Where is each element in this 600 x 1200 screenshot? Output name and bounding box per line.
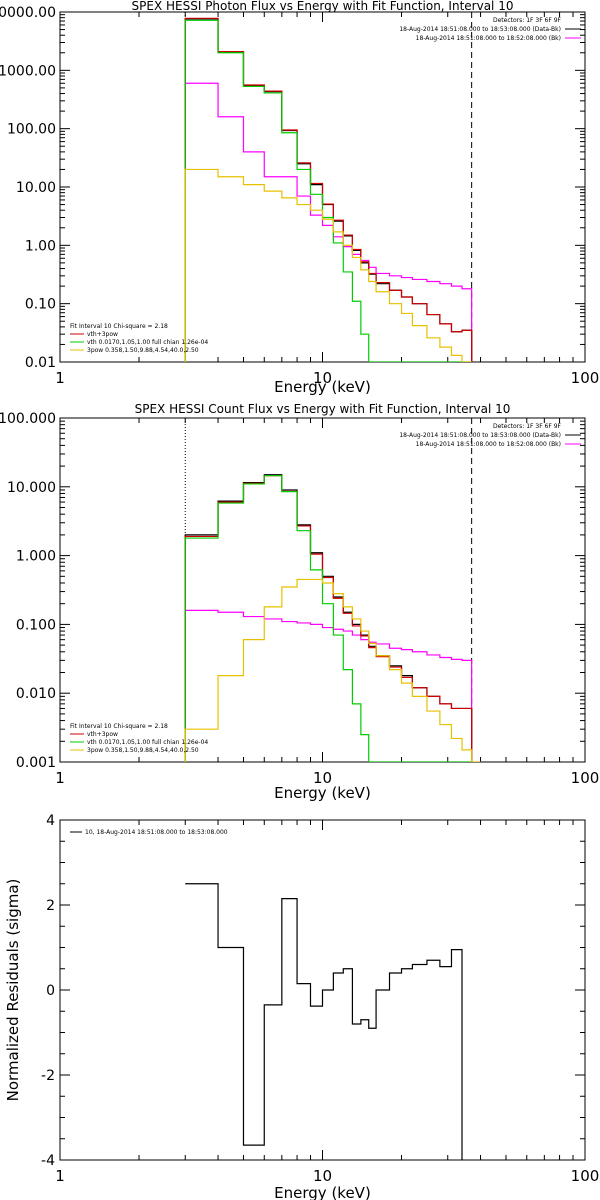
x-tick-label: 1 — [55, 769, 65, 787]
series-line-0 — [184, 609, 473, 762]
series-line-4 — [184, 168, 472, 362]
detectors-label: Detectors: 1F 3F 6F 9F — [493, 423, 562, 430]
series-line-1 — [184, 18, 473, 362]
x-tick-label: 10 — [313, 1167, 332, 1185]
series-line-4 — [184, 578, 481, 762]
y-tick-label: 100.00 — [7, 122, 56, 138]
chart-title: SPEX HESSI Count Flux vs Energy with Fit… — [135, 402, 511, 416]
series-group — [184, 17, 473, 362]
y-tick-label: 4 — [46, 813, 55, 829]
fit-interval-label: Fit Interval 10 Chi-square = 2.18 — [70, 323, 168, 330]
fit-legend-text: vth+3pow — [87, 731, 118, 738]
fit-legend-text: vth 0.0170,1.05,1.00 full chian 1.26e-04 — [87, 339, 208, 346]
series-line-0 — [184, 82, 473, 362]
x-tick-label: 1 — [55, 1167, 65, 1185]
series-group — [184, 474, 481, 762]
y-tick-label: 100.000 — [0, 411, 56, 427]
y-tick-label: 0.01 — [25, 355, 56, 371]
series-line-1 — [184, 474, 473, 762]
fit-legend-text: 3pow 0.358,1.50,9.88,4.54,40.0,2.50 — [87, 347, 199, 354]
x-axis-label: Energy (keV) — [274, 1184, 371, 1200]
y-tick-label: -4 — [41, 1153, 55, 1169]
y-tick-label: 10.000 — [7, 480, 56, 496]
series-line-2 — [184, 475, 473, 762]
bk-interval-label: 18-Aug-2014 18:51:08.000 to 18:52:08.000… — [416, 35, 561, 42]
data-interval-label: 18-Aug-2014 18:51:08.000 to 18:53:08.000… — [399, 26, 561, 33]
y-tick-label: 2 — [46, 898, 55, 914]
y-tick-label: 10000.00 — [0, 5, 56, 21]
series-line-3 — [184, 475, 472, 762]
bk-interval-label: 18-Aug-2014 18:51:08.000 to 18:52:08.000… — [416, 441, 561, 448]
fit-interval-label: Fit Interval 10 Chi-square = 2.18 — [70, 723, 168, 730]
y-tick-label: 0.001 — [16, 755, 56, 771]
x-tick-label: 10 — [313, 769, 332, 787]
x-axis-label: Energy (keV) — [274, 378, 371, 396]
x-tick-label: 10 — [313, 369, 332, 387]
x-axis-label: Energy (keV) — [274, 784, 371, 802]
y-tick-label: 0.100 — [16, 617, 56, 633]
detectors-label: Detectors: 1F 3F 6F 9F — [493, 17, 562, 24]
series-line-0 — [185, 883, 463, 1160]
residual-legend-text: 10, 18-Aug-2014 18:51:08.000 to 18:53:08… — [85, 829, 228, 836]
x-tick-label: 100 — [571, 1167, 600, 1185]
fit-legend-text: vth 0.0170,1.05,1.00 full chian 1.26e-04 — [87, 739, 208, 746]
fit-legend-text: 3pow 0.358,1.50,9.88,4.54,40.0,2.50 — [87, 747, 199, 754]
y-tick-label: 1000.00 — [0, 63, 56, 79]
x-tick-label: 100 — [571, 369, 600, 387]
chart-title: SPEX HESSI Photon Flux vs Energy with Fi… — [132, 0, 514, 13]
fit-legend-text: vth+3pow — [87, 331, 118, 338]
y-tick-label: 10.00 — [16, 180, 56, 196]
y-tick-label: -2 — [41, 1068, 55, 1084]
y-axis-label: Normalized Residuals (sigma) — [4, 879, 22, 1102]
series-line-3 — [184, 19, 472, 362]
y-tick-label: 0.010 — [16, 686, 56, 702]
y-tick-label: 1.000 — [16, 549, 56, 565]
data-interval-label: 18-Aug-2014 18:51:08.000 to 18:53:08.000… — [399, 432, 561, 439]
series-group — [185, 883, 463, 1160]
y-tick-label: 0.10 — [25, 297, 56, 313]
y-tick-label: 1.00 — [25, 238, 56, 254]
y-tick-label: 0 — [46, 983, 55, 999]
x-tick-label: 100 — [571, 769, 600, 787]
x-tick-label: 1 — [55, 369, 65, 387]
series-line-2 — [184, 17, 473, 362]
